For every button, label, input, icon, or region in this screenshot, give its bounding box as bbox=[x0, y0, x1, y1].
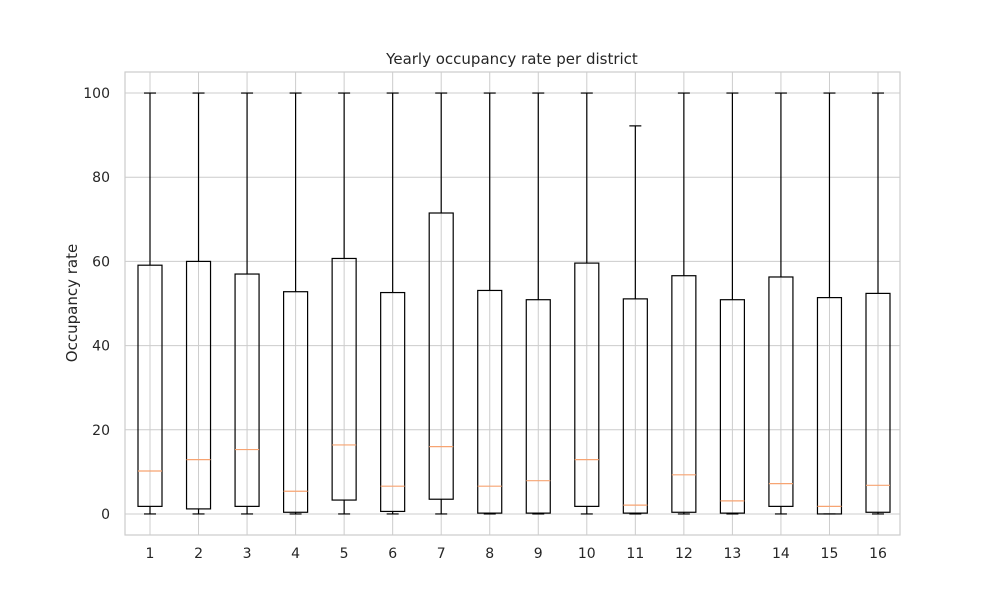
box-item bbox=[622, 125, 648, 515]
box-body bbox=[380, 291, 406, 513]
box-body bbox=[816, 297, 843, 515]
x-tick-label: 6 bbox=[388, 546, 397, 562]
x-tick-label: 10 bbox=[578, 546, 596, 562]
x-tick-label: 1 bbox=[146, 546, 155, 562]
box-layer bbox=[137, 92, 891, 515]
box-item bbox=[671, 92, 697, 515]
x-tick-label: 12 bbox=[675, 546, 693, 562]
box-item bbox=[719, 92, 746, 515]
x-tick-label: 13 bbox=[723, 546, 741, 562]
x-tick-label: 11 bbox=[626, 546, 644, 562]
box-body bbox=[428, 212, 454, 500]
box-body bbox=[137, 264, 163, 507]
box-item bbox=[283, 92, 309, 515]
x-tick-label: 8 bbox=[485, 546, 494, 562]
y-tick-label: 60 bbox=[92, 254, 110, 270]
box-item bbox=[477, 92, 503, 515]
box-body bbox=[574, 262, 600, 507]
box-body bbox=[185, 260, 212, 510]
x-tick-label: 3 bbox=[243, 546, 252, 562]
box-item bbox=[185, 92, 212, 515]
x-tick-label: 9 bbox=[534, 546, 543, 562]
box-body bbox=[477, 289, 503, 514]
x-tick-label: 14 bbox=[772, 546, 790, 562]
box-body bbox=[768, 276, 794, 507]
box-body bbox=[719, 299, 746, 514]
x-tick-label: 5 bbox=[340, 546, 349, 562]
y-tick-label: 0 bbox=[101, 507, 110, 523]
y-tick-label: 100 bbox=[83, 86, 110, 102]
box-item bbox=[525, 92, 551, 515]
y-tick-label: 40 bbox=[92, 339, 110, 355]
x-tick-label: 2 bbox=[194, 546, 203, 562]
box-item bbox=[234, 92, 260, 515]
x-tick-label: 7 bbox=[437, 546, 446, 562]
x-tick-label: 4 bbox=[291, 546, 300, 562]
box-item bbox=[137, 92, 163, 515]
y-tick-label: 80 bbox=[92, 170, 110, 186]
box-item bbox=[768, 92, 794, 515]
plot-frame bbox=[124, 71, 901, 536]
box-body bbox=[234, 273, 260, 507]
box-item bbox=[331, 92, 357, 515]
box-body bbox=[671, 275, 697, 513]
box-body bbox=[525, 299, 551, 514]
box-item bbox=[816, 92, 843, 515]
box-body bbox=[283, 291, 309, 513]
x-tick-label: 15 bbox=[821, 546, 839, 562]
chart-title: Yearly occupancy rate per district bbox=[385, 50, 638, 68]
box-item bbox=[865, 92, 891, 515]
box-item bbox=[428, 92, 454, 515]
box-body bbox=[331, 257, 357, 501]
box-body bbox=[865, 292, 891, 513]
y-axis-label: Occupancy rate bbox=[63, 244, 81, 362]
box-body bbox=[622, 298, 648, 514]
box-item bbox=[380, 92, 406, 515]
box-item bbox=[574, 92, 600, 515]
x-tick-label: 16 bbox=[869, 546, 887, 562]
y-tick-label: 20 bbox=[92, 423, 110, 439]
